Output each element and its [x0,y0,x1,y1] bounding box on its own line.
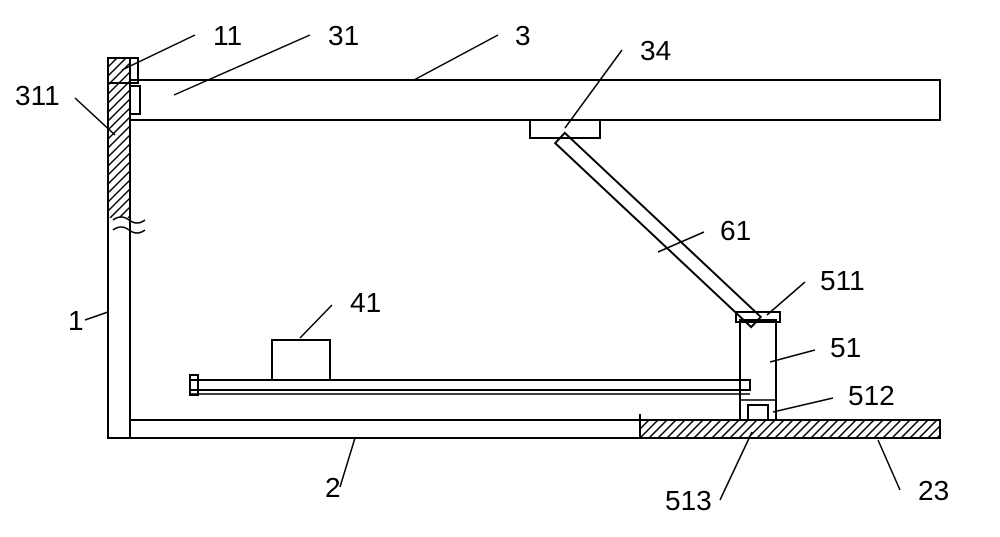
label-p2: 2 [325,472,341,503]
label-p512: 512 [848,380,895,411]
label-p311: 311 [15,80,60,111]
label-p31: 31 [328,20,359,51]
label-p41: 41 [350,287,381,318]
label-p511: 511 [820,265,865,296]
label-p1: 1 [68,305,84,336]
label-p34: 34 [640,35,671,66]
label-p51: 51 [830,332,861,363]
label-p3: 3 [515,20,531,51]
label-p61: 61 [720,215,751,246]
label-p23: 23 [918,475,949,506]
label-p11: 11 [213,20,242,51]
label-p513: 513 [665,485,712,516]
